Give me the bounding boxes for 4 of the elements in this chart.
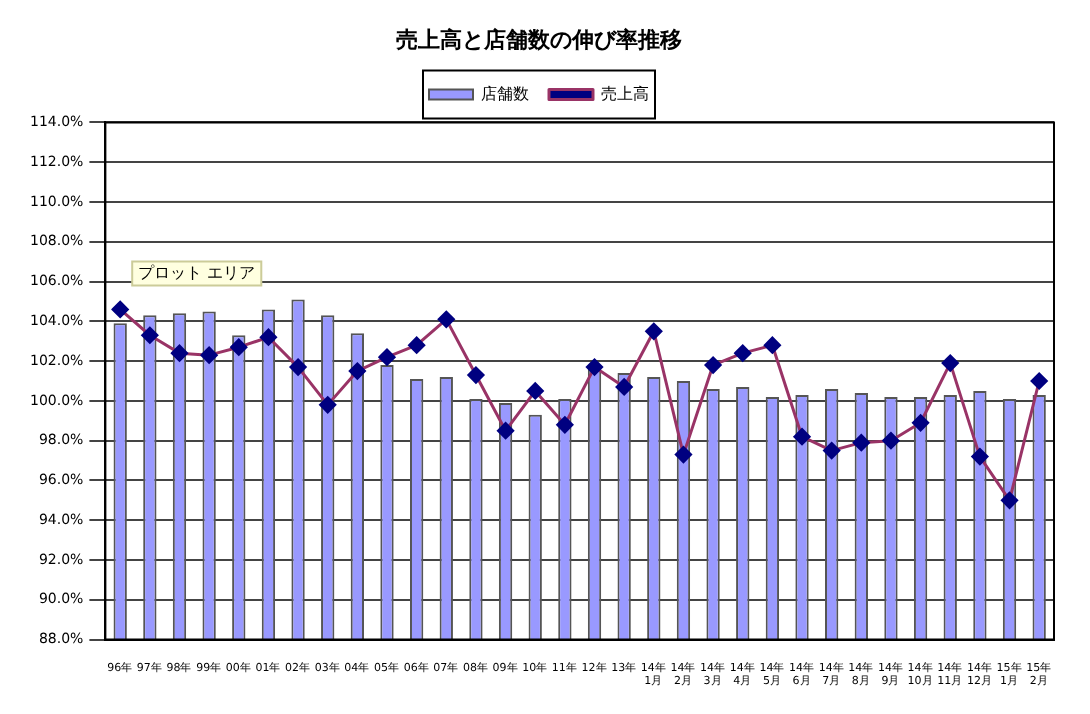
legend-label: 売上高 xyxy=(601,84,649,103)
chart-title: 売上高と店舗数の伸び率推移 xyxy=(396,26,682,53)
legend-label: 店舗数 xyxy=(481,84,529,103)
annotation: プロット エリア xyxy=(138,263,256,282)
